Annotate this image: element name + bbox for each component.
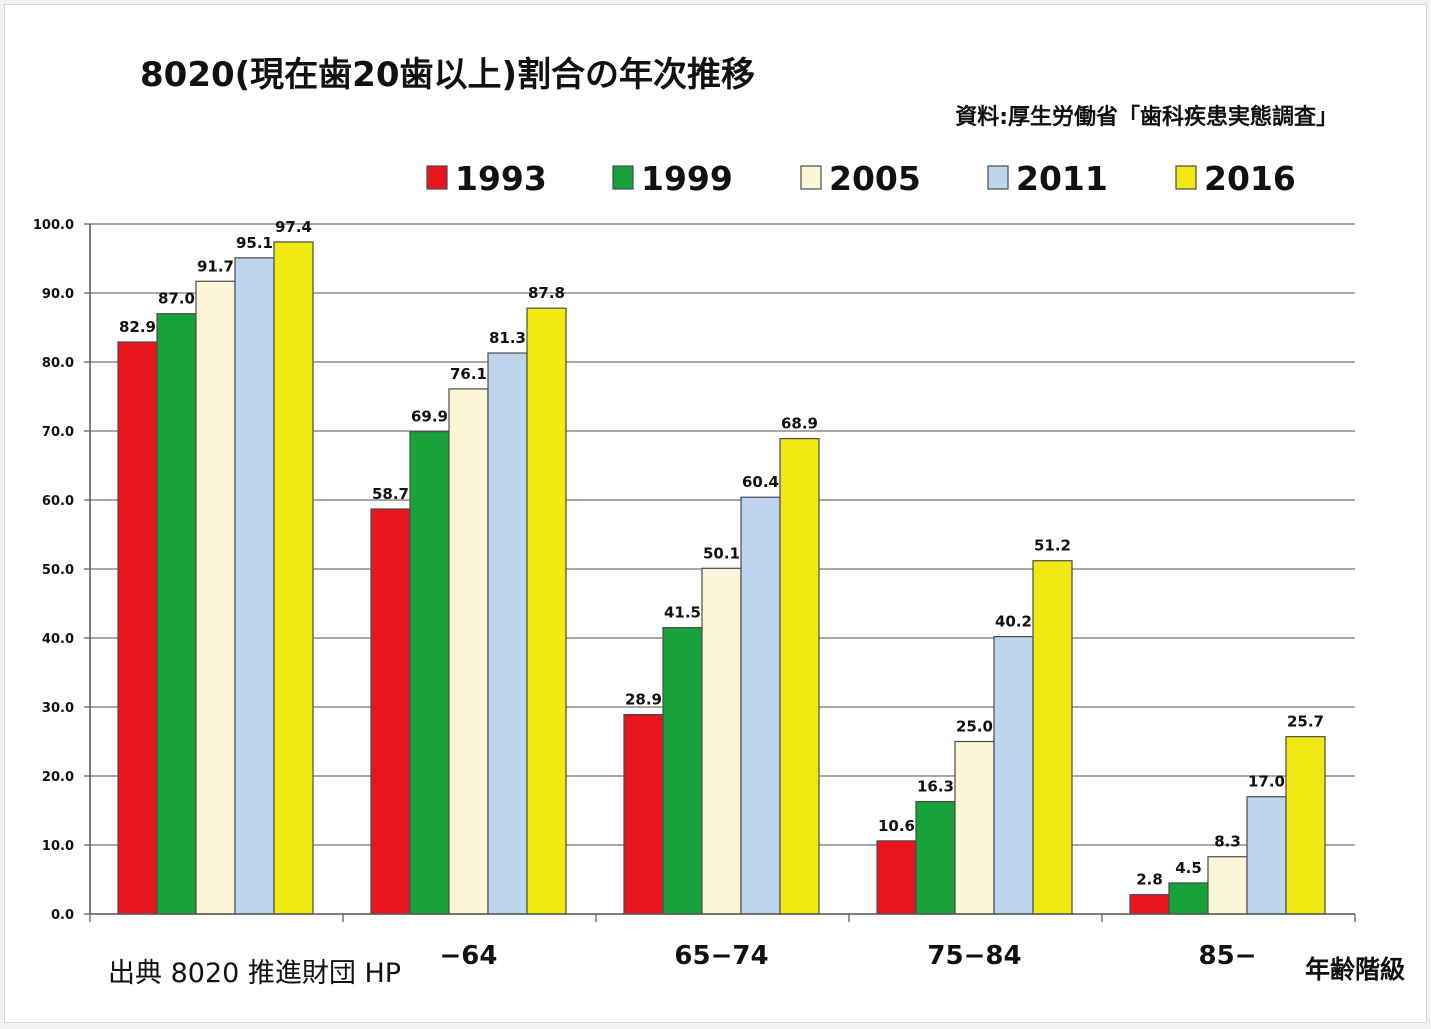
bar-2016: [526, 307, 567, 915]
legend-swatch-2016: [1175, 165, 1197, 190]
y-tick-label: 20.0: [42, 770, 74, 785]
data-label: 81.3: [489, 329, 526, 347]
data-label: 8.3: [1214, 833, 1241, 851]
x-category-label: 75−84: [927, 941, 1021, 971]
data-label: 17.0: [1248, 773, 1285, 791]
data-label: 87.8: [528, 284, 565, 302]
bar-2005: [954, 740, 995, 915]
legend-label: 1993: [455, 159, 547, 198]
credit-text: 出典 8020 推進財団 HP: [108, 958, 401, 989]
data-label: 68.9: [781, 415, 818, 433]
data-label: 76.1: [450, 365, 487, 383]
bar-2005: [195, 280, 236, 915]
bar-2005: [701, 567, 742, 915]
legend: 1993 1999 2005 2011 2016: [426, 159, 1296, 198]
data-label: 2.8: [1136, 871, 1163, 889]
bar-1999: [409, 431, 450, 915]
data-label: 60.4: [742, 473, 779, 491]
data-label: 25.7: [1287, 713, 1324, 731]
bar-2016: [1032, 560, 1073, 915]
data-label: 50.1: [703, 544, 740, 562]
data-label: 97.4: [275, 218, 312, 236]
bar-1999: [156, 313, 197, 915]
bar-1993: [876, 840, 917, 915]
bars: [117, 241, 1326, 915]
bar-1993: [117, 341, 158, 915]
y-tick-label: 90.0: [42, 287, 74, 302]
bar-1999: [915, 800, 956, 915]
x-axis-categories: −64 65−74 75−84 85−: [440, 941, 1257, 971]
data-label: 69.9: [411, 408, 448, 426]
y-tick-label: 60.0: [42, 494, 74, 509]
data-label: 41.5: [664, 604, 701, 622]
bar-1993: [370, 508, 411, 915]
data-label: 87.0: [158, 290, 195, 308]
y-tick-label: 70.0: [42, 425, 74, 440]
data-label: 28.9: [625, 691, 662, 709]
y-tick-label: 10.0: [42, 839, 74, 854]
legend-swatch-1993: [426, 165, 448, 190]
bar-2016: [779, 437, 820, 915]
bar-2005: [448, 388, 489, 915]
y-tick-label: 80.0: [42, 356, 74, 371]
x-category-label: 65−74: [674, 941, 768, 971]
chart-source: 資料:厚生労働省「歯科疾患実態調査」: [955, 104, 1338, 130]
x-category-label: 85−: [1199, 941, 1257, 971]
data-label: 25.0: [956, 718, 993, 736]
y-tick-label: 100.0: [33, 218, 74, 233]
bar-2011: [234, 257, 275, 915]
y-tick-label: 0.0: [51, 908, 74, 923]
x-category-label: −64: [440, 941, 498, 971]
y-tick-label: 30.0: [42, 701, 74, 716]
bar-1999: [1168, 882, 1209, 915]
data-label: 82.9: [119, 318, 156, 336]
data-labels: 82.9 58.7 28.9 10.6 2.8 87.0 69.9 41.5 16.3 4.5 91…: [119, 218, 1324, 889]
data-label: 51.2: [1034, 537, 1071, 555]
data-label: 10.6: [878, 817, 915, 835]
data-label: 4.5: [1175, 859, 1202, 877]
data-label: 91.7: [197, 257, 234, 275]
bar-1993: [623, 713, 664, 915]
data-label: 95.1: [236, 234, 273, 252]
legend-swatch-2011: [987, 165, 1009, 190]
y-tick-label: 50.0: [42, 563, 74, 578]
bar-1999: [662, 627, 703, 915]
x-axis-label: 年齢階級: [1305, 955, 1405, 984]
chart-title: 8020(現在歯20歯以上)割合の年次推移: [140, 55, 755, 95]
bar-2011: [740, 496, 781, 915]
y-tick-label: 40.0: [42, 632, 74, 647]
bar-1993: [1129, 894, 1170, 915]
axes: [89, 224, 1356, 922]
bar-2005: [1207, 856, 1248, 915]
data-label: 16.3: [917, 778, 954, 796]
bar-2016: [273, 241, 314, 915]
bar-2016: [1285, 736, 1326, 915]
legend-label: 1999: [641, 159, 733, 198]
legend-swatch-1999: [612, 165, 634, 190]
data-label: 58.7: [372, 485, 409, 503]
y-axis-ticks: 0.0 10.0 20.0 30.0 40.0 50.0 60.0 70.0 80.0 90.0 1…: [33, 218, 74, 923]
legend-label: 2016: [1204, 159, 1296, 198]
bar-2011: [993, 636, 1034, 915]
legend-label: 2005: [829, 159, 921, 198]
legend-swatch-2005: [800, 165, 822, 190]
bar-2011: [487, 352, 528, 915]
data-label: 40.2: [995, 613, 1032, 631]
legend-label: 2011: [1016, 159, 1108, 198]
bar-2011: [1246, 796, 1287, 915]
